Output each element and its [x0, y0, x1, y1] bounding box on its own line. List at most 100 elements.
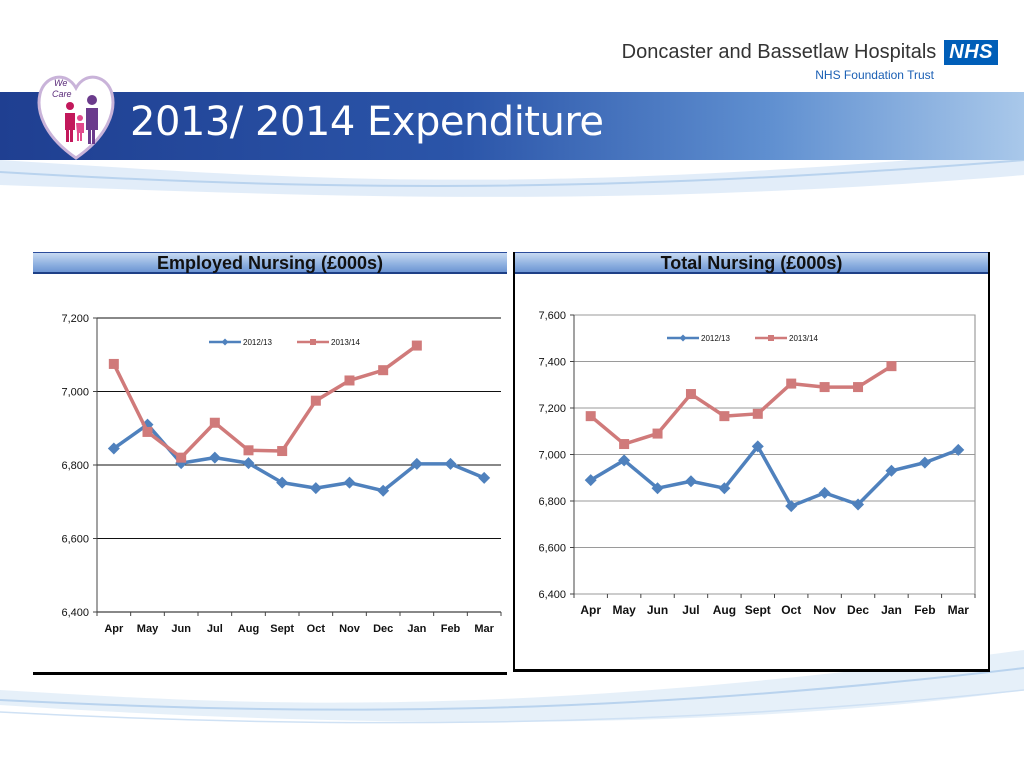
- y-tick-label: 7,000: [538, 450, 566, 462]
- chart-title: Total Nursing (£000s): [515, 252, 988, 274]
- data-point: [585, 411, 596, 422]
- logo-text-care: Care: [52, 89, 72, 99]
- series-line-1: [112, 344, 418, 460]
- x-tick-label: Sept: [270, 623, 294, 635]
- data-point: [410, 457, 423, 470]
- series-line-1: [589, 364, 893, 446]
- employed-nursing-panel: Employed Nursing (£000s) 7,200 7,000 6,800…: [33, 252, 507, 675]
- data-point: [141, 418, 154, 431]
- y-tick-label: 7,200: [61, 313, 89, 325]
- x-tick-label: Dec: [373, 623, 393, 635]
- series-line-0: [112, 422, 485, 493]
- x-tick-label: Mar: [474, 623, 494, 635]
- data-point: [310, 395, 321, 406]
- x-tick-label: Apr: [580, 603, 601, 617]
- total-nursing-panel: Total Nursing (£000s) 7,600 7,400 7,200 7,0…: [513, 252, 990, 672]
- x-tick-label: Jul: [682, 603, 699, 617]
- org-name: Doncaster and Bassetlaw Hospitals: [621, 41, 937, 63]
- data-point: [952, 443, 965, 456]
- legend-label: 2013/14: [789, 334, 818, 343]
- data-point: [277, 446, 288, 457]
- x-tick-label: Oct: [781, 603, 801, 617]
- data-point: [444, 457, 457, 470]
- data-point: [107, 442, 120, 455]
- x-tick-label: Oct: [307, 623, 326, 635]
- data-point: [309, 482, 322, 495]
- data-point: [142, 426, 153, 437]
- data-point: [652, 428, 663, 439]
- x-tick-label: Nov: [339, 623, 361, 635]
- data-point: [885, 464, 898, 477]
- data-point: [651, 482, 664, 495]
- legend-marker: [768, 335, 774, 341]
- y-tick-label: 6,800: [538, 496, 566, 508]
- data-point: [242, 457, 255, 470]
- data-point: [377, 484, 390, 497]
- y-tick-label: 7,400: [538, 357, 566, 369]
- legend-label: 2012/13: [243, 338, 272, 347]
- data-point: [276, 476, 289, 489]
- data-point: [852, 498, 865, 511]
- data-point: [751, 440, 764, 453]
- data-point: [886, 361, 897, 372]
- x-tick-label: Feb: [441, 623, 461, 635]
- data-point: [176, 452, 187, 463]
- data-point: [208, 451, 221, 464]
- x-tick-label: May: [137, 623, 159, 635]
- data-point: [818, 486, 831, 499]
- x-tick-label: Aug: [713, 603, 736, 617]
- x-tick-label: Feb: [914, 603, 935, 617]
- x-tick-label: Jan: [881, 603, 902, 617]
- x-tick-label: Apr: [104, 623, 124, 635]
- data-point: [411, 340, 422, 351]
- logo-text-we: We: [54, 78, 67, 88]
- data-point: [108, 358, 119, 369]
- x-tick-label: Sept: [745, 603, 771, 617]
- legend-marker: [679, 334, 687, 342]
- x-tick-label: Jul: [207, 623, 223, 635]
- data-point: [343, 476, 356, 489]
- y-tick-label: 6,400: [538, 589, 566, 601]
- page-title: 2013/ 2014 Expenditure: [130, 99, 604, 145]
- data-point: [752, 408, 763, 419]
- legend-label: 2013/14: [331, 338, 360, 347]
- x-tick-label: Aug: [238, 623, 259, 635]
- data-point: [684, 475, 697, 488]
- data-point: [344, 375, 355, 386]
- org-subtitle: NHS Foundation Trust: [815, 68, 934, 82]
- y-tick-label: 6,600: [61, 534, 89, 546]
- data-point: [853, 382, 864, 393]
- data-point: [584, 474, 597, 487]
- data-point: [918, 456, 931, 469]
- data-point: [619, 439, 630, 450]
- total-nursing-chart: 7,600 7,400 7,200 7,000 6,800 6,600 6,400 Apr Ma…: [538, 310, 976, 617]
- x-tick-label: Jun: [647, 603, 668, 617]
- data-point: [786, 378, 797, 389]
- y-tick-label: 6,400: [61, 607, 89, 619]
- data-point: [243, 445, 254, 456]
- employed-nursing-chart: 7,200 7,000 6,800 6,600 6,400 Apr May Jun Jul Aug…: [61, 313, 502, 635]
- title-banner: [0, 92, 1024, 160]
- series-line-0: [589, 444, 959, 508]
- data-point: [719, 411, 730, 422]
- data-point: [618, 454, 631, 467]
- y-tick-label: 6,800: [61, 460, 89, 472]
- x-tick-label: Nov: [813, 603, 836, 617]
- org-branding: Doncaster and Bassetlaw Hospitals NHS NH…: [622, 40, 998, 82]
- y-tick-label: 6,600: [538, 543, 566, 555]
- data-point: [685, 389, 696, 400]
- x-tick-label: May: [612, 603, 636, 617]
- nhs-logo: NHS: [944, 40, 998, 65]
- y-tick-label: 7,000: [61, 387, 89, 399]
- data-point: [718, 482, 731, 495]
- x-tick-label: Jan: [407, 623, 426, 635]
- we-care-logo: We Care: [37, 75, 115, 160]
- data-point: [209, 417, 220, 428]
- data-point: [478, 471, 491, 484]
- legend-marker: [221, 338, 229, 346]
- legend-marker: [310, 339, 316, 345]
- data-point: [378, 365, 389, 376]
- y-tick-label: 7,600: [538, 310, 566, 322]
- chart-title: Employed Nursing (£000s): [33, 252, 507, 274]
